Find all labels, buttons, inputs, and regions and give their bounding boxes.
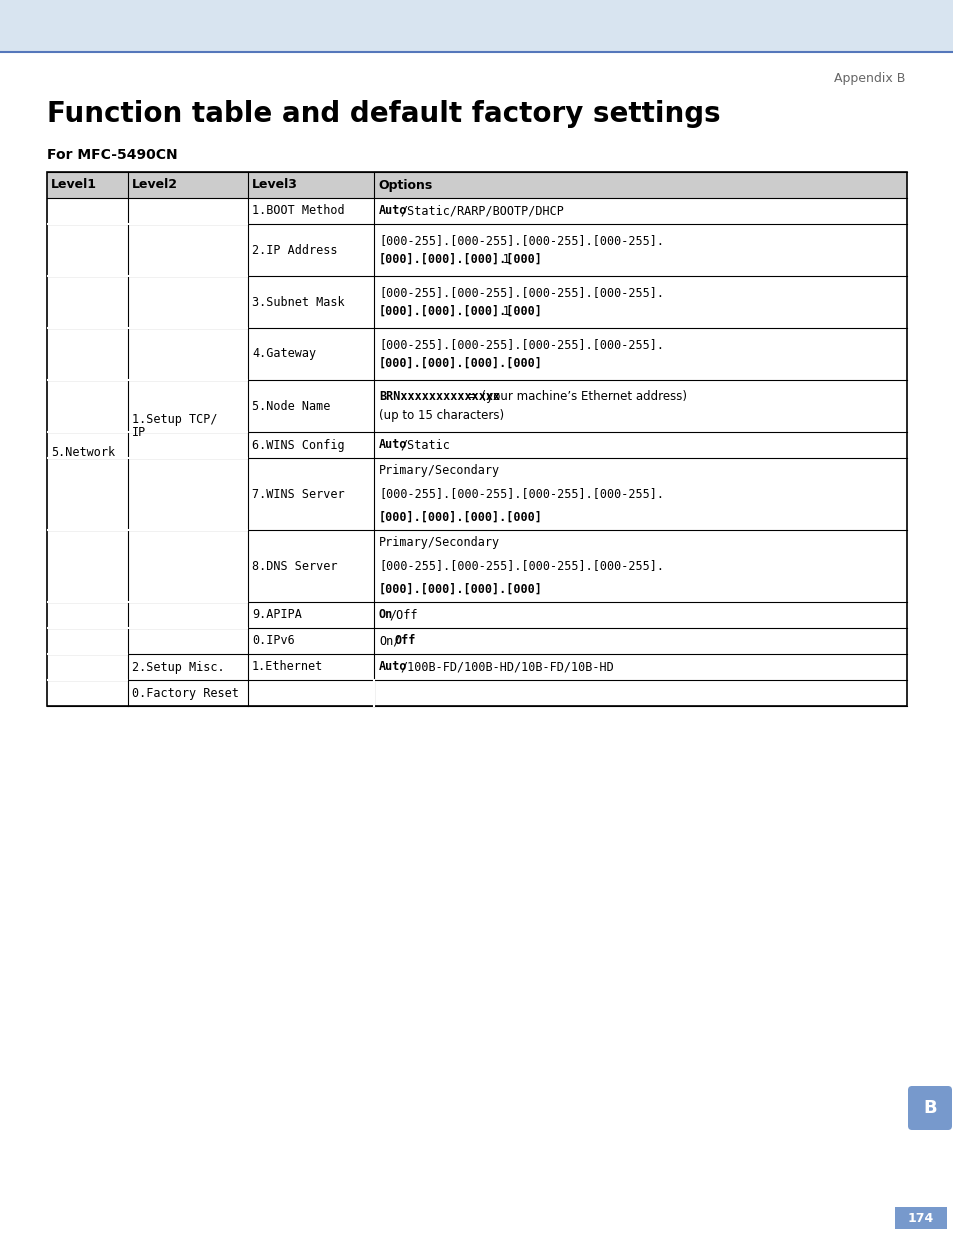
Bar — [894, 1207, 946, 1229]
Text: [000-255].[000-255].[000-255].[000-255].: [000-255].[000-255].[000-255].[000-255]. — [378, 235, 663, 247]
Text: 4.Gateway: 4.Gateway — [252, 347, 315, 361]
Text: 3.Subnet Mask: 3.Subnet Mask — [252, 295, 344, 309]
Bar — [47, 172, 906, 198]
Text: Function table and default factory settings: Function table and default factory setti… — [47, 100, 720, 128]
Text: 174: 174 — [907, 1212, 933, 1224]
Text: Level1: Level1 — [51, 179, 97, 191]
Text: /Off: /Off — [389, 609, 417, 621]
Text: /100B-FD/100B-HD/10B-FD/10B-HD: /100B-FD/100B-HD/10B-FD/10B-HD — [399, 661, 613, 673]
Text: Level2: Level2 — [132, 179, 178, 191]
Text: 1.BOOT Method: 1.BOOT Method — [252, 205, 344, 217]
Text: [000-255].[000-255].[000-255].[000-255].: [000-255].[000-255].[000-255].[000-255]. — [378, 287, 663, 299]
FancyBboxPatch shape — [907, 1086, 951, 1130]
Text: [000].[000].[000].[000]: [000].[000].[000].[000] — [378, 305, 542, 317]
Text: For MFC-5490CN: For MFC-5490CN — [47, 148, 177, 162]
Text: 2.IP Address: 2.IP Address — [252, 243, 337, 257]
Text: Primary/Secondary: Primary/Secondary — [378, 464, 499, 478]
Text: IP: IP — [132, 426, 146, 438]
Text: [000].[000].[000].[000]: [000].[000].[000].[000] — [378, 357, 542, 369]
Text: Appendix B: Appendix B — [833, 72, 904, 85]
Text: Auto: Auto — [378, 205, 407, 217]
Bar — [47, 172, 906, 706]
Text: B: B — [923, 1099, 936, 1116]
Text: 1.Setup TCP/: 1.Setup TCP/ — [132, 414, 217, 426]
Text: 6.WINS Config: 6.WINS Config — [252, 438, 344, 452]
Text: 9.APIPA: 9.APIPA — [252, 609, 301, 621]
Text: 8.DNS Server: 8.DNS Server — [252, 559, 337, 573]
Text: 1: 1 — [498, 305, 510, 317]
Text: BRNxxxxxxxxxxxxxx: BRNxxxxxxxxxxxxxx — [378, 390, 499, 403]
Bar — [0, 0, 953, 52]
Text: [000-255].[000-255].[000-255].[000-255].: [000-255].[000-255].[000-255].[000-255]. — [378, 488, 663, 500]
Text: /Static/RARP/BOOTP/DHCP: /Static/RARP/BOOTP/DHCP — [399, 205, 563, 217]
Text: 0.IPv6: 0.IPv6 — [252, 635, 294, 647]
Text: [000].[000].[000].[000]: [000].[000].[000].[000] — [378, 583, 542, 595]
Text: 7.WINS Server: 7.WINS Server — [252, 488, 344, 500]
Text: Options: Options — [377, 179, 432, 191]
Text: 5.Network: 5.Network — [51, 446, 115, 458]
Text: Level3: Level3 — [252, 179, 297, 191]
Text: /Static: /Static — [399, 438, 449, 452]
Text: [000-255].[000-255].[000-255].[000-255].: [000-255].[000-255].[000-255].[000-255]. — [378, 338, 663, 351]
Text: Auto: Auto — [378, 438, 407, 452]
Text: [000].[000].[000].[000]: [000].[000].[000].[000] — [378, 510, 542, 524]
Text: On: On — [378, 609, 393, 621]
Text: 1.Ethernet: 1.Ethernet — [252, 661, 323, 673]
Text: [000-255].[000-255].[000-255].[000-255].: [000-255].[000-255].[000-255].[000-255]. — [378, 559, 663, 573]
Text: 2.Setup Misc.: 2.Setup Misc. — [132, 661, 224, 673]
Text: 1: 1 — [498, 253, 510, 266]
Text: (up to 15 characters): (up to 15 characters) — [378, 409, 503, 422]
Text: Primary/Secondary: Primary/Secondary — [378, 536, 499, 550]
Text: On/: On/ — [378, 635, 400, 647]
Text: [000].[000].[000].[000]: [000].[000].[000].[000] — [378, 253, 542, 266]
Text: = (your machine’s Ethernet address): = (your machine’s Ethernet address) — [467, 390, 686, 403]
Text: 5.Node Name: 5.Node Name — [252, 399, 330, 412]
Text: Off: Off — [395, 635, 416, 647]
Bar — [47, 172, 906, 706]
Text: Auto: Auto — [378, 661, 407, 673]
Text: 0.Factory Reset: 0.Factory Reset — [132, 687, 238, 699]
